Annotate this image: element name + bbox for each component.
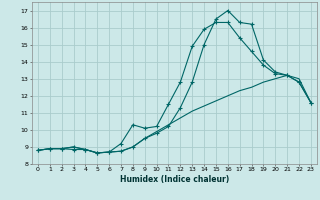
X-axis label: Humidex (Indice chaleur): Humidex (Indice chaleur) [120,175,229,184]
